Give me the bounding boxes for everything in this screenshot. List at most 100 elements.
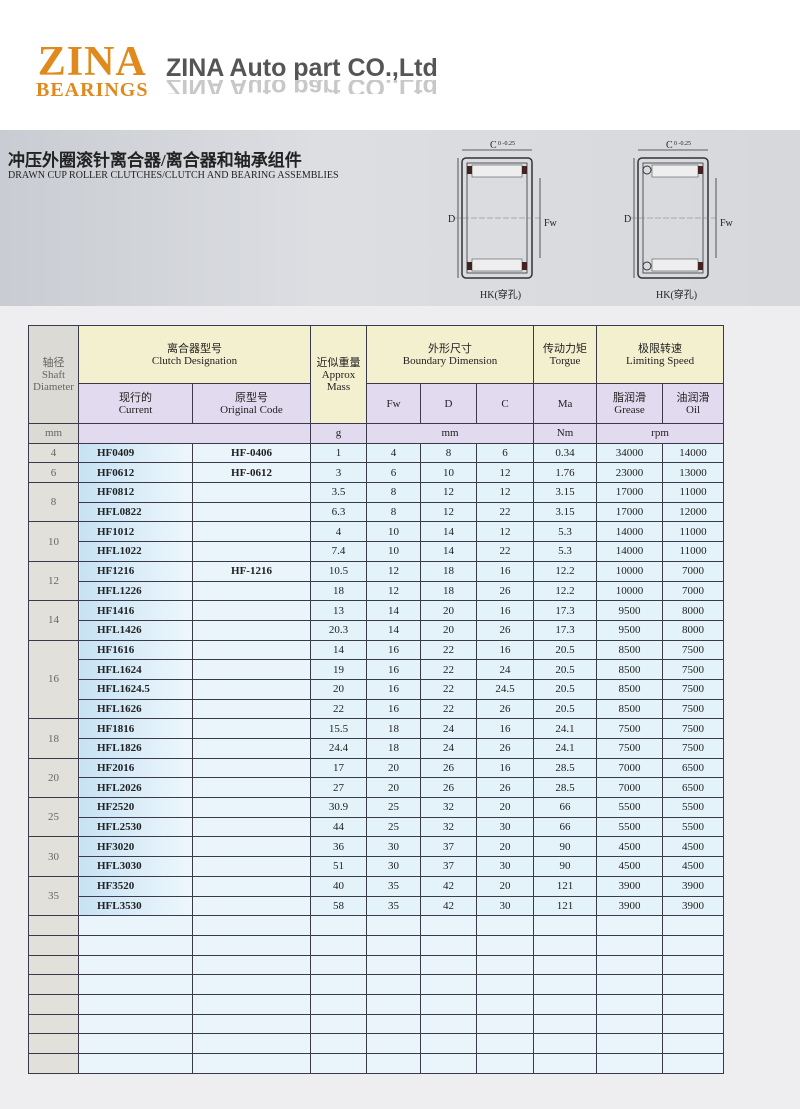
empty-cell bbox=[28, 915, 79, 936]
unit-mass: g bbox=[310, 423, 367, 444]
cell-torque: 24.1 bbox=[533, 718, 598, 739]
cell-d: 20 bbox=[420, 600, 477, 621]
unit-shaft: mm bbox=[28, 423, 79, 444]
cell-mass: 58 bbox=[310, 895, 367, 917]
cell-shaft-diameter: 25 bbox=[28, 797, 79, 838]
cell-original-code: HF-0612 bbox=[192, 462, 311, 484]
cell-c: 24 bbox=[475, 659, 535, 680]
clutch-spec-table: 轴径 Shaft Diameter 离合器型号 Clutch Designation… bbox=[28, 325, 725, 1074]
empty-cell bbox=[28, 1033, 79, 1054]
cell-d: 22 bbox=[420, 678, 477, 700]
cell-oil-speed: 11000 bbox=[662, 541, 725, 562]
cell-original-code bbox=[192, 757, 311, 779]
cell-fw: 25 bbox=[366, 797, 421, 818]
cell-current: HF0812 bbox=[78, 482, 193, 503]
cell-torque: 20.5 bbox=[533, 698, 598, 720]
empty-cell bbox=[420, 934, 477, 956]
cell-current: HFL1626 bbox=[78, 698, 193, 720]
cell-c: 26 bbox=[475, 698, 535, 720]
company-name-reflection: ZINA Auto part CO.,Ltd bbox=[166, 80, 438, 94]
cell-original-code: HF-1216 bbox=[192, 560, 311, 582]
cell-d: 10 bbox=[420, 462, 477, 484]
cell-d: 22 bbox=[420, 698, 477, 720]
cell-c: 30 bbox=[475, 856, 535, 877]
cell-grease-speed: 4500 bbox=[596, 856, 664, 877]
cell-d: 26 bbox=[420, 777, 477, 799]
cell-torque: 17.3 bbox=[533, 600, 598, 621]
zina-logo: ZINA BEARINGS bbox=[36, 41, 148, 100]
empty-cell bbox=[475, 974, 535, 995]
cell-fw: 10 bbox=[366, 521, 421, 543]
empty-cell bbox=[78, 934, 193, 956]
table-row: 35 HF3520 40 35 42 20 121 3900 3900 bbox=[28, 875, 725, 917]
cell-grease-speed: 4500 bbox=[596, 836, 664, 858]
cell-current: HF1816 bbox=[78, 718, 193, 739]
table-row: 20 HF2016 17 20 26 16 28.5 7000 6500 bbox=[28, 757, 725, 799]
cell-oil-speed: 6500 bbox=[662, 777, 725, 799]
unit-dimension: mm bbox=[365, 423, 535, 444]
cell-grease-speed: 8500 bbox=[596, 678, 664, 700]
cell-torque: 90 bbox=[533, 836, 598, 858]
section-title-en: DRAWN CUP ROLLER CLUTCHES/CLUTCH AND BEA… bbox=[8, 170, 339, 181]
empty-cell bbox=[596, 954, 664, 976]
cell-torque: 28.5 bbox=[533, 757, 598, 779]
empty-cell bbox=[310, 915, 367, 936]
dim-d-label: D bbox=[624, 214, 631, 225]
cell-torque: 20.5 bbox=[533, 639, 598, 661]
empty-cell bbox=[366, 1053, 421, 1074]
cell-shaft-diameter: 4 bbox=[28, 442, 79, 464]
cell-mass: 3.5 bbox=[310, 482, 367, 503]
cell-mass: 17 bbox=[310, 757, 367, 779]
table-row: 4 HF0409 HF-0406 1 4 8 6 0.34 34000 14000 bbox=[28, 442, 725, 464]
cell-c: 12 bbox=[475, 482, 535, 503]
cell-current: HF2016 bbox=[78, 757, 193, 779]
cell-original-code bbox=[192, 600, 311, 621]
empty-cell bbox=[533, 993, 598, 1015]
cell-original-code bbox=[192, 698, 311, 720]
cell-c: 16 bbox=[475, 639, 535, 661]
cell-oil-speed: 14000 bbox=[662, 442, 725, 464]
empty-cell bbox=[475, 1013, 535, 1035]
cell-oil-speed: 7500 bbox=[662, 639, 725, 661]
cell-c: 20 bbox=[475, 797, 535, 818]
cell-original-code bbox=[192, 738, 311, 759]
cell-mass: 20 bbox=[310, 678, 367, 700]
header-ma: Ma bbox=[533, 383, 598, 424]
cell-c: 30 bbox=[475, 816, 535, 838]
cell-fw: 35 bbox=[366, 895, 421, 917]
cell-grease-speed: 3900 bbox=[596, 875, 664, 897]
diagram-caption: HK(穿孔) bbox=[656, 288, 697, 301]
table-row: HFL2026 27 20 26 26 28.5 7000 6500 bbox=[29, 777, 725, 799]
cell-c: 6 bbox=[475, 442, 535, 464]
empty-cell bbox=[310, 1013, 367, 1035]
empty-cell bbox=[28, 934, 79, 956]
empty-row bbox=[28, 1033, 725, 1054]
cell-torque: 12.2 bbox=[533, 580, 598, 602]
cell-current: HF0409 bbox=[78, 442, 193, 464]
cell-torque: 20.5 bbox=[533, 678, 598, 700]
company-name: ZINA Auto part CO.,Ltd bbox=[166, 54, 438, 82]
cell-shaft-diameter: 30 bbox=[28, 836, 79, 877]
dim-fw-label: Fw bbox=[544, 218, 558, 229]
cell-current: HFL1226 bbox=[78, 580, 193, 602]
cell-mass: 14 bbox=[310, 639, 367, 661]
cell-d: 24 bbox=[420, 738, 477, 759]
empty-cell bbox=[192, 1033, 311, 1054]
cell-current: HFL3530 bbox=[78, 895, 193, 917]
empty-cell bbox=[192, 974, 311, 995]
cell-mass: 7.4 bbox=[310, 541, 367, 562]
cell-c: 26 bbox=[475, 619, 535, 641]
empty-cell bbox=[366, 974, 421, 995]
cell-oil-speed: 13000 bbox=[662, 462, 725, 484]
cell-d: 8 bbox=[420, 442, 477, 464]
cell-fw: 12 bbox=[366, 580, 421, 602]
cell-current: HF0612 bbox=[78, 462, 193, 484]
table-row: HFL1826 24.4 18 24 26 24.1 7500 7500 bbox=[29, 738, 725, 759]
cell-fw: 14 bbox=[366, 600, 421, 621]
cell-c: 20 bbox=[475, 875, 535, 897]
cell-oil-speed: 4500 bbox=[662, 836, 725, 858]
cell-d: 12 bbox=[420, 501, 477, 523]
empty-cell bbox=[533, 934, 598, 956]
cell-grease-speed: 14000 bbox=[596, 521, 664, 543]
cell-torque: 17.3 bbox=[533, 619, 598, 641]
